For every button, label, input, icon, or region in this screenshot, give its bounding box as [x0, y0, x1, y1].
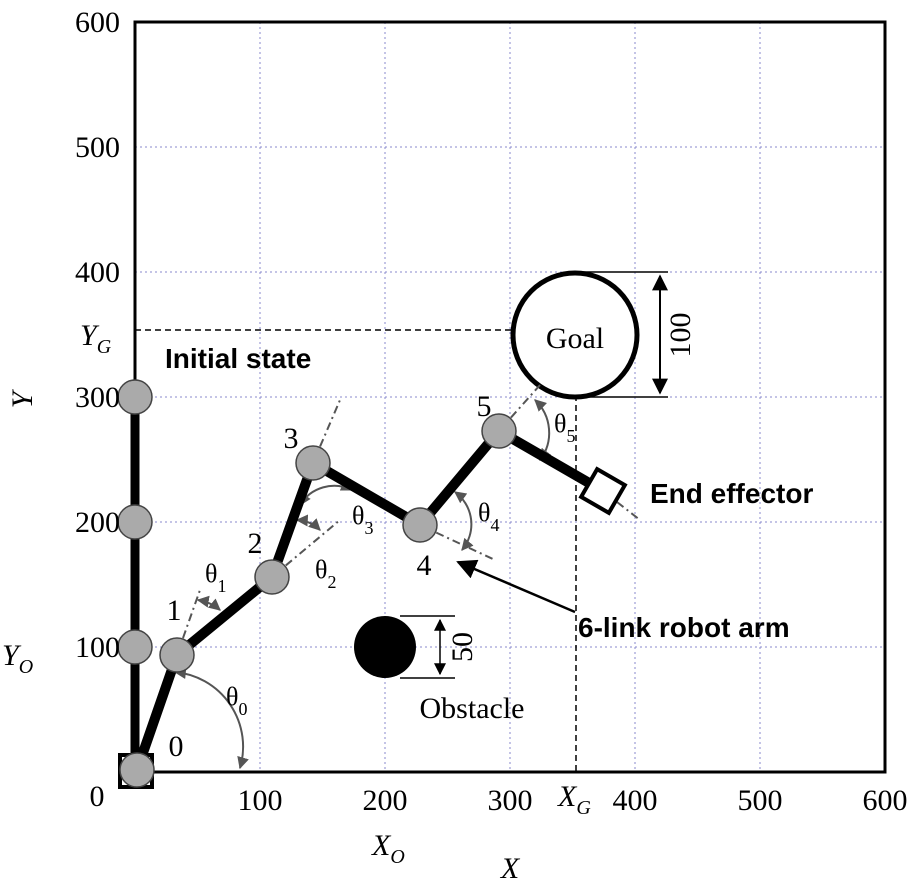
y-tick-label: 300: [75, 381, 120, 414]
end-effector: [578, 466, 628, 516]
pointer-arrow: [456, 559, 576, 614]
x-g-label: XG: [557, 780, 591, 819]
angle-label: θ4: [478, 498, 499, 535]
x-tick-label: 0: [90, 780, 105, 813]
angle-label: θ2: [315, 555, 336, 592]
angle-label: θ1: [205, 559, 226, 596]
y-tick-label: 500: [75, 131, 120, 164]
y-tick-label: 400: [75, 256, 120, 289]
x-o-label: XO: [371, 829, 405, 868]
joint-number: 3: [284, 422, 299, 455]
joint-number: 2: [248, 527, 263, 560]
x-tick-label: 500: [738, 784, 783, 817]
y-axis-title: Y: [6, 388, 39, 408]
y-o-label: YO: [2, 639, 33, 678]
y-tick-label: 600: [75, 6, 120, 39]
initial-state-label: Initial state: [165, 343, 311, 374]
angle-label: θ3: [352, 501, 373, 538]
x-axis-title: X: [500, 852, 521, 885]
y-g-label: YG: [80, 319, 112, 358]
x-tick-label: 400: [613, 784, 658, 817]
grid: [134, 21, 886, 772]
joint-number: 0: [169, 730, 184, 763]
joint-number: 4: [417, 549, 432, 582]
angle-label: θ5: [554, 409, 575, 446]
y-tick-label: 100: [75, 631, 120, 664]
joint-number: 1: [167, 594, 182, 627]
goal-label: Goal: [546, 322, 604, 355]
x-tick-label: 200: [363, 784, 408, 817]
obstacle: [354, 616, 416, 678]
goal-size: 100: [664, 313, 697, 358]
obstacle-label: Obstacle: [420, 692, 525, 725]
angle-label: θ0: [226, 682, 247, 719]
y-tick-label: 200: [75, 506, 120, 539]
robot-arm-label: 6-link robot arm: [578, 612, 790, 643]
joints: [117, 379, 517, 788]
x-tick-label: 100: [238, 784, 283, 817]
end-effector-label: End effector: [650, 478, 813, 509]
x-tick-label: 600: [863, 784, 908, 817]
robot-arm: [132, 426, 606, 772]
x-tick-label: 300: [488, 784, 533, 817]
obstacle-size: 50: [446, 632, 479, 662]
joint-number: 5: [477, 390, 492, 423]
